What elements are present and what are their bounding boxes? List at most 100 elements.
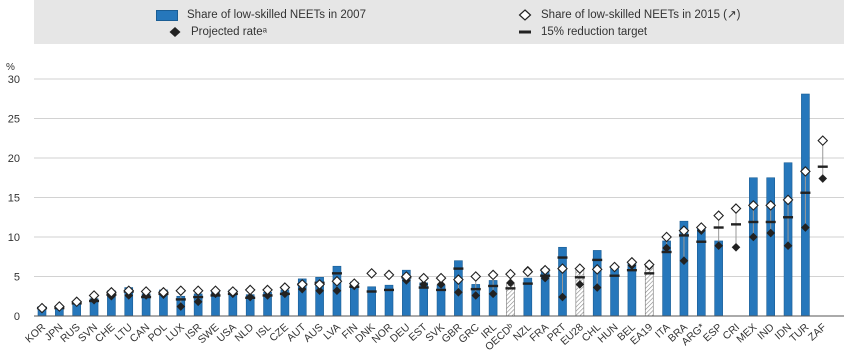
legend-label-projected: Projected rateᵃ	[191, 26, 267, 38]
projected-diamond-fra	[540, 273, 550, 283]
projected-diamond-aus	[315, 286, 324, 296]
target-dash-oecd	[505, 287, 516, 290]
diamond-2015-ind	[765, 200, 777, 211]
target-dash-gbr	[453, 267, 464, 270]
target-dash-tur	[800, 191, 811, 194]
diamond-2015-svk	[435, 272, 447, 284]
diamond-2015-nor	[383, 269, 395, 281]
target-dash-nzl	[522, 282, 533, 285]
projected-diamond-gbr	[454, 288, 463, 297]
projected-diamond-grc	[471, 291, 481, 300]
projected-diamond-irl	[488, 289, 498, 299]
projected-diamond-mex	[749, 232, 758, 242]
diamond-2015-cze	[279, 282, 291, 293]
target-dash-grc	[470, 287, 481, 291]
projected-diamond-nld	[245, 292, 255, 302]
diamond-2015-cri	[730, 203, 742, 214]
projected-diamond-esp	[714, 241, 723, 250]
target-dash-esp	[713, 226, 724, 229]
x-tick-label-grc: GRC	[456, 321, 482, 346]
bar-2007-ind	[766, 177, 776, 317]
y-tick-label-20: 20	[8, 153, 20, 165]
legend-item-projected: Projected rateᵃ	[168, 25, 267, 39]
target-dash-isr	[193, 295, 204, 299]
target-dash-dnk	[366, 290, 377, 293]
target-dash-eu28	[574, 276, 585, 279]
legend-label-2015: Share of low-skilled NEETs in 2015 (↗)	[541, 9, 741, 21]
target-dash-ea19	[644, 272, 655, 275]
diamond-2015-zaf	[817, 135, 829, 146]
diamond-2015-pol	[158, 286, 169, 298]
diamond-2015-nzl	[522, 266, 534, 278]
diamond-2015-jpn	[53, 301, 65, 312]
y-tick-label-30: 30	[8, 74, 20, 86]
y-tick-label-15: 15	[8, 193, 20, 205]
diamond-2015-arg	[695, 222, 707, 233]
legend-item-target: 15% reduction target	[518, 25, 647, 39]
open-diamond-icon	[518, 9, 532, 21]
legend-item-2015-open-diamond: Share of low-skilled NEETs in 2015 (↗)	[518, 8, 740, 22]
diamond-2015-mex	[747, 200, 759, 211]
diamond-2015-deu	[400, 271, 412, 282]
projected-diamond-ind	[766, 228, 775, 238]
diamond-2015-hun	[609, 261, 620, 273]
projected-diamonds	[37, 174, 828, 313]
diamond-2015-oecd	[505, 268, 516, 280]
projected-diamond-idn	[783, 241, 793, 250]
y-axis-ticks: 0 5 10 15 20 25 30	[8, 74, 20, 323]
projected-diamond-lva	[332, 286, 342, 296]
y-tick-label-5: 5	[14, 272, 20, 284]
diamond-2015-bra	[678, 225, 690, 237]
projected-diamond-est	[419, 280, 428, 289]
diamond-2015-dnk	[366, 267, 378, 279]
diamonds-2015	[36, 135, 829, 314]
diamond-2015-tur	[800, 166, 811, 177]
projected-diamond-prt	[558, 292, 567, 302]
x-tick-label-nld: NLD	[233, 321, 257, 344]
diamond-2015-ea19	[643, 259, 655, 271]
diamond-2015-usa	[227, 286, 239, 297]
projected-diamond-svk	[436, 280, 446, 289]
legend-label-target: 15% reduction target	[541, 26, 648, 38]
target-dash-prt	[557, 256, 568, 259]
diamond-2015-fra	[539, 264, 551, 276]
target-dash-cri	[731, 223, 741, 226]
diamond-2015-isl	[262, 284, 273, 296]
target-dash-svk	[436, 288, 447, 292]
filled-diamond-icon	[169, 27, 181, 37]
diamond-2015-swe	[210, 285, 221, 297]
diamond-2015-chl	[591, 264, 603, 275]
diamond-2015-idn	[782, 194, 794, 206]
diamond-2015-eu28	[574, 263, 586, 274]
projected-diamond-isl	[263, 291, 272, 300]
diamond-2015-bel	[626, 256, 638, 268]
target-dash-hun	[609, 274, 620, 277]
dash-icon	[519, 30, 531, 34]
diamond-2015-prt	[557, 263, 568, 274]
legend-bar-swatch-rect	[156, 9, 178, 21]
diamond-2015-est	[418, 272, 430, 284]
diamond-2015-rus	[71, 296, 83, 308]
diamond-2015-svn	[88, 290, 100, 301]
projected-diamond-oecd	[506, 278, 515, 288]
diamond-2015-nld	[244, 284, 256, 296]
bar-2007-mex	[749, 177, 758, 317]
target-dash-nor	[384, 288, 394, 292]
target-dash-mex	[748, 220, 759, 224]
target-dash-arg	[696, 240, 707, 243]
diamond-2015-aut	[296, 279, 308, 290]
legend-label-2007: Share of low-skilled NEETs in 2007	[187, 9, 366, 21]
projected-diamond-cze	[280, 289, 290, 299]
diamond-2015-isr	[192, 285, 204, 297]
diamond-2015-ita	[661, 231, 672, 243]
projected-diamond-bra	[679, 256, 689, 265]
diamond-2015-irl	[487, 269, 499, 281]
y-tick-label-25: 25	[8, 114, 20, 126]
diamond-2015-ltu	[123, 285, 135, 297]
diamond-2015-can	[140, 286, 152, 297]
legend: Share of low-skilled NEETs in 2007 Share…	[34, 0, 844, 44]
target-dash-lva	[331, 272, 342, 275]
target-dash-lux	[175, 298, 186, 301]
target-dash-zaf	[817, 165, 828, 168]
